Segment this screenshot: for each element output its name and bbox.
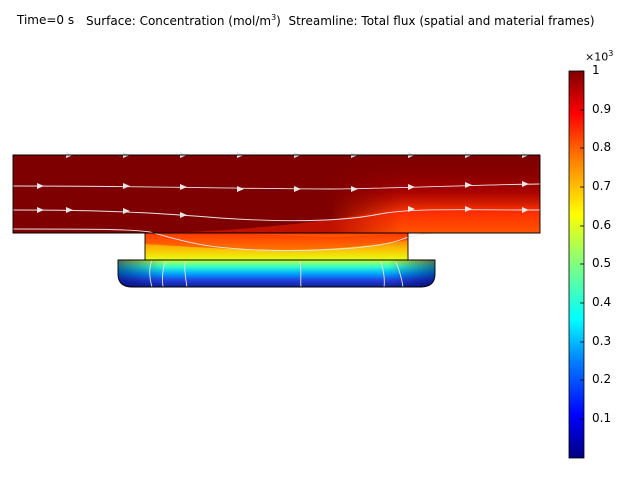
streamline-label: Streamline: Total flux (spatial and mate… <box>288 14 595 28</box>
surface-label-close: ) <box>276 14 281 28</box>
colorbar-multiplier-base: ×10 <box>585 50 609 64</box>
lower-well <box>118 260 435 287</box>
colorbar-label: 0.6 <box>592 218 612 232</box>
upper-channel <box>13 155 540 233</box>
surface-unit-exponent: 3 <box>271 13 277 22</box>
colorbar-ticks <box>580 70 584 420</box>
colorbar <box>568 70 585 459</box>
colorbar-label: 0.4 <box>592 295 612 309</box>
title-time: Time=0 s <box>17 13 75 27</box>
colorbar-label: 0.7 <box>592 179 612 193</box>
colorbar-label: 0.2 <box>592 372 612 386</box>
colorbar-label: 0.8 <box>592 140 612 154</box>
colorbar-label: 0.9 <box>592 102 612 116</box>
connector-region <box>145 233 408 260</box>
colorbar-label: 0.3 <box>592 334 612 348</box>
surface-label: Surface: Concentration (mol/m <box>86 14 272 28</box>
colorbar-label: 0.5 <box>592 256 612 270</box>
colorbar-label: 0.1 <box>592 411 612 425</box>
plot-title: Surface: Concentration (mol/m3) Streamli… <box>86 13 595 28</box>
geometry-outline <box>12 154 541 288</box>
colorbar-label: 1 <box>592 63 600 77</box>
colorbar-multiplier-exp: 3 <box>608 49 614 58</box>
colorbar-multiplier: ×103 <box>585 49 613 64</box>
